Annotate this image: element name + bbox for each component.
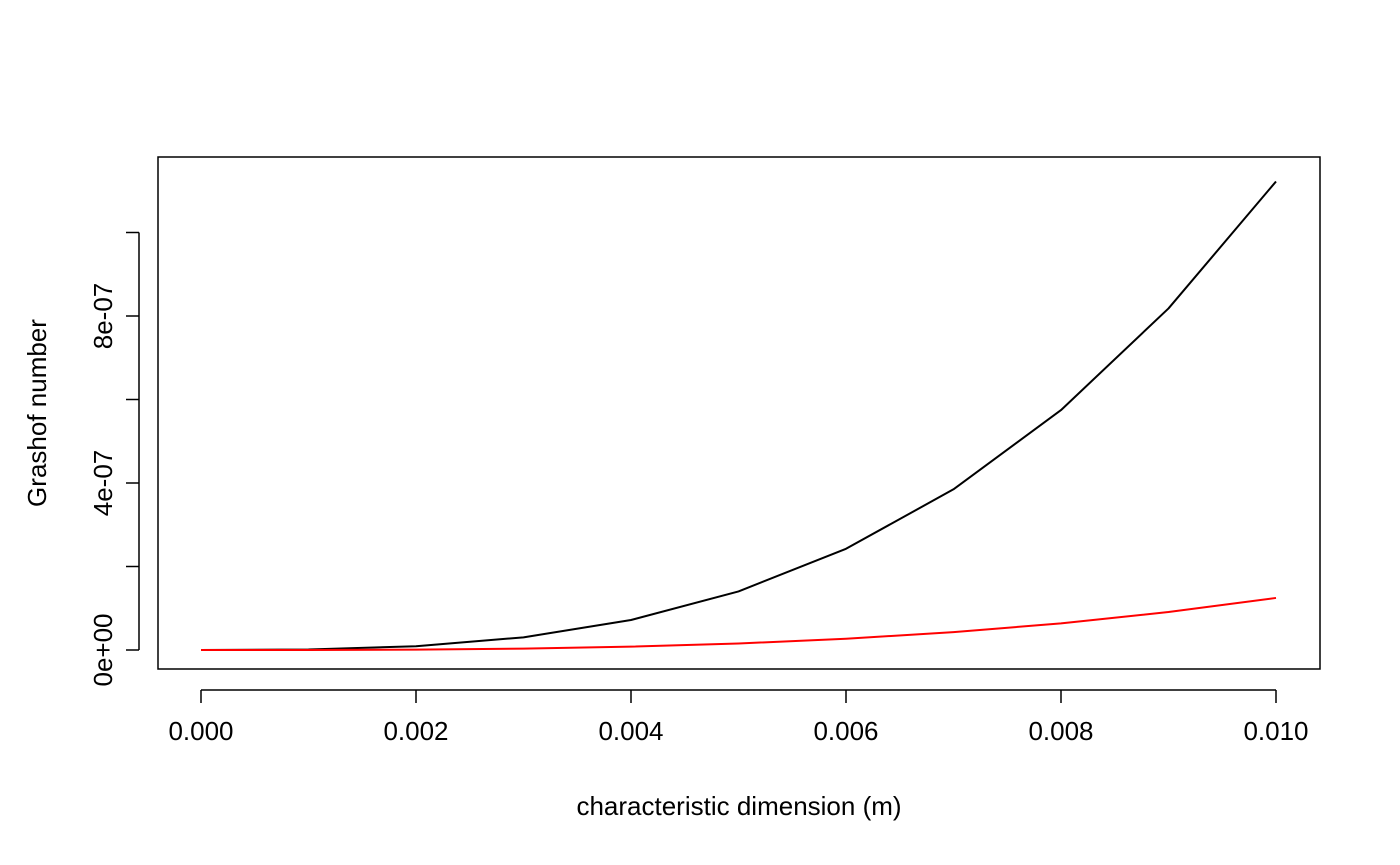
x-tick-label: 0.000	[168, 716, 233, 746]
series-line-2	[200, 596, 1277, 651]
y-axis-label: Grashof number	[22, 319, 52, 507]
x-tick-label: 0.006	[813, 716, 878, 746]
y-tick-label: 8e-07	[88, 283, 118, 350]
x-tick-label: 0.008	[1028, 716, 1093, 746]
y-tick-label: 0e+00	[88, 613, 118, 686]
series-layer	[200, 180, 1277, 651]
x-tick-label: 0.002	[383, 716, 448, 746]
x-axis-label: characteristic dimension (m)	[576, 791, 901, 821]
x-axis: 0.000 0.002 0.004 0.006 0.008 0.010	[168, 689, 1309, 746]
x-tick-label: 0.010	[1243, 716, 1308, 746]
y-tick-label: 4e-07	[88, 450, 118, 517]
y-axis: 0e+00 4e-07 8e-07	[88, 231, 140, 687]
series-line-1	[200, 180, 1277, 651]
x-tick-label: 0.004	[598, 716, 663, 746]
plot-frame	[157, 156, 1321, 670]
